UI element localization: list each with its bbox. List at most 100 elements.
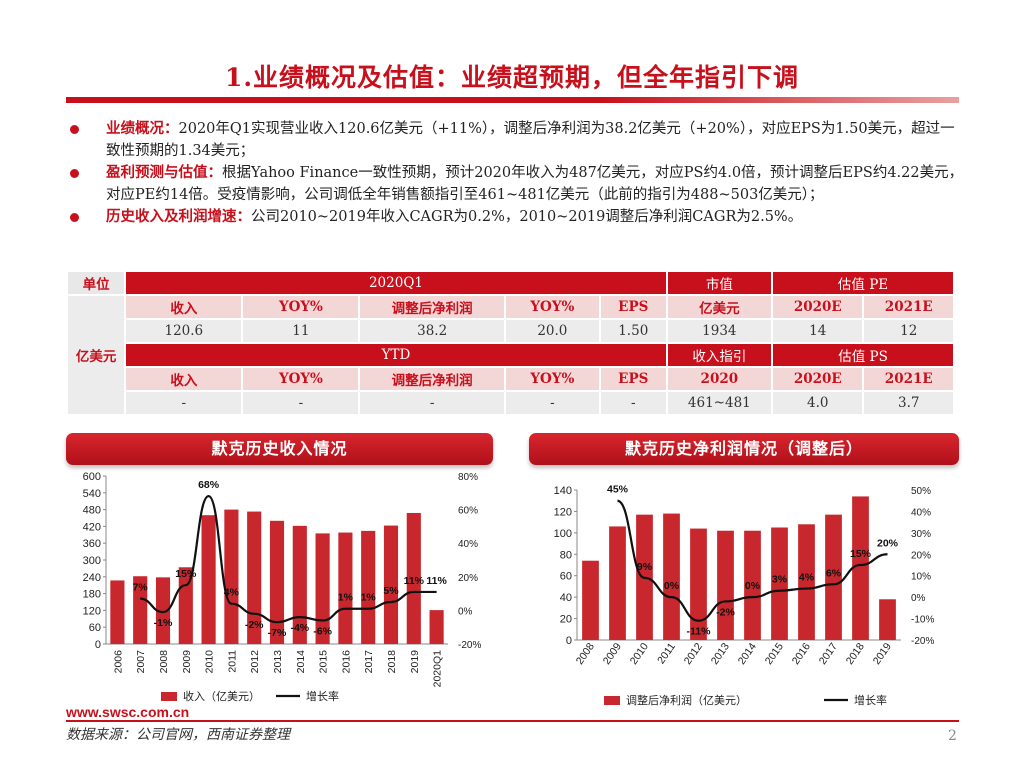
growth-data-label: 45% xyxy=(607,484,629,496)
growth-data-label: -2% xyxy=(245,619,264,631)
y-tick-label: 360 xyxy=(83,538,101,550)
table-cell: 2021E xyxy=(864,368,953,390)
x-tick-label: 2012 xyxy=(682,641,705,667)
bar xyxy=(224,509,239,644)
bullet-dot-icon xyxy=(70,125,79,134)
legend-line-label: 增长率 xyxy=(306,689,339,703)
x-tick-label: 2016 xyxy=(790,641,813,667)
bullet-heading: 盈利预测与估值： xyxy=(106,164,222,181)
y-tick-label: 180 xyxy=(83,589,101,601)
bar xyxy=(269,520,285,644)
table-cell: YOY% xyxy=(505,368,599,390)
y-tick-label: 600 xyxy=(83,471,101,483)
table-cell: YOY% xyxy=(243,296,359,318)
bar xyxy=(361,530,376,644)
bullet-item: 历史收入及利润增速：公司2010~2019年收入CAGR为0.2%，2010~2… xyxy=(66,206,966,228)
growth-data-label: 4% xyxy=(224,587,240,599)
growth-data-label: 15% xyxy=(175,568,197,580)
growth-data-label: 68% xyxy=(198,479,220,491)
bar xyxy=(798,524,815,640)
bullet-dot-icon xyxy=(70,169,79,178)
table-cell: 收入 xyxy=(126,368,242,390)
footer-divider xyxy=(66,720,959,722)
y-tick-label: 0 xyxy=(566,635,572,647)
legend-bar-label: 收入（亿美元） xyxy=(183,689,260,703)
table-cell: 38.2 xyxy=(360,320,504,342)
legend-bar-swatch xyxy=(604,696,620,705)
table-cell: - xyxy=(600,392,666,414)
x-tick-label: 2015 xyxy=(763,641,786,667)
growth-data-label: 6% xyxy=(826,567,842,579)
table-row: YTD 收入指引 估值 PS xyxy=(68,344,953,366)
y-tick-label: 100 xyxy=(554,528,572,540)
x-tick-label: 2006 xyxy=(112,650,124,674)
period-header: YTD xyxy=(126,344,666,366)
y2-tick-label: -20% xyxy=(911,636,934,647)
page-number: 2 xyxy=(948,728,957,744)
y2-tick-label: 50% xyxy=(911,486,931,497)
bar xyxy=(582,560,599,640)
pe-header: 估值 PE xyxy=(773,272,953,294)
x-tick-label: 2012 xyxy=(249,650,261,674)
x-tick-label: 2018 xyxy=(386,650,398,674)
x-tick-label: 2009 xyxy=(181,650,193,674)
table-cell: 1934 xyxy=(667,320,772,342)
source-note: 数据来源：公司官网，西南证券整理 xyxy=(66,727,290,743)
page-title: 1.业绩概况及估值：业绩超预期，但全年指引下调 xyxy=(224,63,800,92)
bar xyxy=(110,580,125,644)
x-tick-label: 2013 xyxy=(709,641,732,667)
y-tick-label: 120 xyxy=(83,605,101,617)
period-header: 2020Q1 xyxy=(126,272,666,294)
bar xyxy=(825,514,842,640)
table-cell: 调整后净利润 xyxy=(360,296,504,318)
table-row: 收入 YOY% 调整后净利润 YOY% EPS 2020 2020E 2021E xyxy=(68,368,953,390)
y-tick-label: 540 xyxy=(83,488,101,500)
bullet-heading: 业绩概况： xyxy=(106,120,179,137)
y2-tick-label: 40% xyxy=(911,507,931,518)
bullet-text: 根据Yahoo Finance一致性预期，预计2020年收入为487亿美元，对应… xyxy=(106,165,964,203)
growth-data-label: 7% xyxy=(133,582,149,594)
bar xyxy=(201,515,216,644)
bar xyxy=(247,511,262,644)
title-underline xyxy=(66,97,959,103)
growth-data-label: 0% xyxy=(745,580,761,592)
bar xyxy=(406,512,421,644)
table-cell: - xyxy=(360,392,504,414)
table-cell: - xyxy=(243,392,359,414)
guide-header: 收入指引 xyxy=(667,344,772,366)
y-tick-label: 300 xyxy=(83,555,101,567)
bar xyxy=(315,533,330,644)
table-cell: 20.0 xyxy=(505,320,599,342)
revenue-chart: 0 60 120 180 240 300 360 420 480 540 600 -20% 0% 20% 4… xyxy=(83,471,482,703)
y-tick-label: 60 xyxy=(89,622,101,634)
x-tick-label: 2011 xyxy=(655,641,678,667)
bar xyxy=(429,610,444,644)
table-cell: - xyxy=(505,392,599,414)
growth-data-label: 9% xyxy=(637,561,653,573)
bar xyxy=(663,513,680,640)
bullet-heading: 历史收入及利润增速： xyxy=(106,208,251,225)
unit-label: 单位 xyxy=(68,272,125,294)
table-cell: 1.50 xyxy=(600,320,666,342)
x-tick-label: 2009 xyxy=(601,641,624,667)
ps-header: 估值 PS xyxy=(773,344,953,366)
table-cell: 2021E xyxy=(864,296,953,318)
table-row: 120.6 11 38.2 20.0 1.50 1934 14 12 xyxy=(68,320,953,342)
table-cell: - xyxy=(126,392,242,414)
y-tick-label: 80 xyxy=(560,549,572,561)
bar xyxy=(609,526,626,640)
y-tick-label: 60 xyxy=(560,571,572,583)
table-cell: 2020 xyxy=(667,368,772,390)
x-tick-label: 2015 xyxy=(318,650,330,674)
x-tick-label: 2020Q1 xyxy=(432,650,444,688)
growth-data-label: 1% xyxy=(361,592,377,604)
growth-data-label: 15% xyxy=(850,548,872,560)
growth-data-label: 1% xyxy=(338,592,354,604)
bar xyxy=(744,530,761,640)
legend-line-label: 增长率 xyxy=(854,693,887,706)
x-tick-label: 2013 xyxy=(272,650,284,674)
y-tick-label: 240 xyxy=(83,572,101,584)
x-tick-label: 2019 xyxy=(409,650,421,674)
growth-data-label: 20% xyxy=(877,537,899,549)
y-tick-label: 40 xyxy=(560,592,572,604)
